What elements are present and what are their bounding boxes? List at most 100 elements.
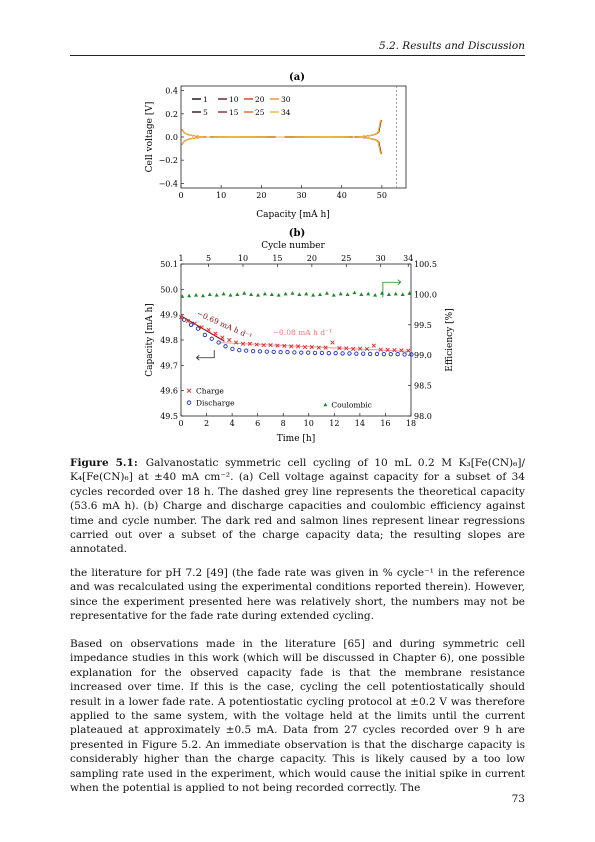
chart-a-ylabel: Cell voltage [V] <box>145 102 155 173</box>
chart-b-x2label: Cycle number <box>261 241 325 251</box>
charge-point <box>192 321 197 326</box>
discharge-point <box>347 351 352 356</box>
discharge-point <box>319 350 325 356</box>
charge-point <box>254 342 259 347</box>
discharge-point <box>195 326 201 331</box>
chart-a-ytick-label: 0.4 <box>165 87 178 96</box>
panel-a-label: (a) <box>289 72 305 83</box>
charge-point <box>385 347 390 352</box>
charge-point <box>213 331 218 336</box>
discharge-point <box>209 336 214 341</box>
discharge-point <box>381 352 387 357</box>
chart-b-x2tick-label: 5 <box>206 254 211 263</box>
legend-charge-marker <box>186 388 192 393</box>
header-rule <box>70 55 525 56</box>
charge-point <box>275 343 280 348</box>
chart-b-axes: 0 2 4 6 8 10 12 14 16 181 5 10 15 20 25 30 3450.150.049.… <box>160 254 437 428</box>
discharge-point <box>354 351 359 356</box>
coulombic-point <box>194 293 199 297</box>
coulombic-point <box>331 293 336 297</box>
legend-discharge-label: Discharge <box>196 399 235 408</box>
chart-b-y2tick-label: 99.5 <box>414 321 432 330</box>
coulombic-point <box>187 293 192 298</box>
chart-b-xtick-label: 12 <box>329 419 339 428</box>
chart-a-discharge-line-25 <box>181 129 382 155</box>
discharge-point <box>182 317 187 322</box>
chart-a-charge-line-1 <box>181 119 382 145</box>
coulombic-point <box>180 294 185 298</box>
chart-b-y2tick-label: 99.0 <box>414 351 432 360</box>
legend-label-25: 25 <box>255 108 265 117</box>
coulombic-point <box>318 292 323 296</box>
coulombic-point <box>379 291 384 295</box>
chart-b-xtick-label: 18 <box>406 419 416 428</box>
coulombic-point <box>276 293 281 297</box>
left-axis-arrow <box>196 350 215 361</box>
charge-point <box>364 346 370 351</box>
figure-caption: Figure 5.1: Galvanostatic symmetric cell … <box>70 456 525 557</box>
discharge-point <box>292 350 297 355</box>
chart-b-x2tick-label: 34 <box>403 254 413 263</box>
discharge-point <box>188 322 194 327</box>
coulombic-point <box>386 292 391 296</box>
coulombic-point <box>242 291 247 295</box>
chart-b-ytick-label: 50.0 <box>160 285 178 294</box>
charge-point <box>233 340 239 345</box>
chart-b-x2tick-label: 15 <box>272 254 282 263</box>
chart-a-ytick-label: −0.4 <box>159 179 178 188</box>
chart-b-xtick-label: 4 <box>230 419 235 428</box>
chart-a: 0 10 20 30 40 50 0.4 0.2 0.0 −0.2 −0.4 1 10 20 30 5 15 2… <box>145 85 407 220</box>
chart-a-discharge-line-30 <box>181 129 382 155</box>
chart-a-discharge-line-34 <box>181 129 382 155</box>
chart-a-charge-line-30 <box>181 119 382 145</box>
chart-a-axes: 0 10 20 30 40 50 0.4 0.2 0.0 −0.2 −0.4 <box>159 87 387 200</box>
charge-point <box>337 345 342 351</box>
chart-a-legend: 1 10 20 30 5 15 25 34 <box>192 95 291 117</box>
coulombic-point <box>366 291 371 296</box>
chart-a-discharge-line-15 <box>181 129 382 155</box>
chart-b-y2tick-label: 98.5 <box>414 382 432 391</box>
chart-a-series <box>181 119 382 155</box>
charge-point <box>344 346 349 351</box>
chart-b-xtick-label: 6 <box>255 419 260 428</box>
legend-label-20: 20 <box>255 95 265 104</box>
chart-a-discharge-line-10 <box>181 129 382 155</box>
discharge-point <box>264 349 269 354</box>
coulombic-point <box>290 291 295 295</box>
chart-a-discharge-line-5 <box>181 129 382 155</box>
chart-a-xtick-label: 40 <box>337 191 347 200</box>
coulombic-point <box>338 291 343 296</box>
discharge-point <box>361 351 366 356</box>
coulombic-point <box>359 292 364 296</box>
coulombic-point <box>221 291 226 296</box>
discharge-point <box>388 352 393 357</box>
charge-point <box>399 348 404 353</box>
discharge-point <box>305 350 311 355</box>
slope-label-late: −0.08 mA h d⁻¹ <box>273 328 332 337</box>
chart-b-ytick-label: 50.1 <box>160 260 178 269</box>
charge-point <box>240 341 246 346</box>
legend-coulombic-label: Coulombic <box>331 401 372 410</box>
discharge-point <box>402 352 407 357</box>
chart-a-xtick-label: 20 <box>256 191 266 200</box>
discharge-point <box>244 348 249 353</box>
coulombic-point <box>207 292 212 296</box>
right-axis-arrow <box>382 279 402 298</box>
chart-a-charge-line-10 <box>181 119 382 145</box>
chart-a-ytick-label: −0.2 <box>159 156 178 165</box>
chart-b-ytick-label: 49.9 <box>160 311 178 320</box>
charge-point <box>316 345 321 350</box>
discharge-point <box>223 344 228 349</box>
charge-point <box>261 342 266 348</box>
coulombic-point <box>393 291 398 296</box>
coulombic-point <box>297 292 302 296</box>
chart-b-y2tick-label: 100.5 <box>414 260 437 269</box>
chart-b-xtick-label: 16 <box>380 419 390 428</box>
chart-a-discharge-line-1 <box>181 129 382 155</box>
charge-point <box>282 343 287 348</box>
charge-point <box>357 346 363 351</box>
discharge-point <box>299 350 304 355</box>
discharge-point <box>409 352 414 357</box>
discharge-point <box>257 349 263 354</box>
coulombic-point <box>249 292 254 296</box>
